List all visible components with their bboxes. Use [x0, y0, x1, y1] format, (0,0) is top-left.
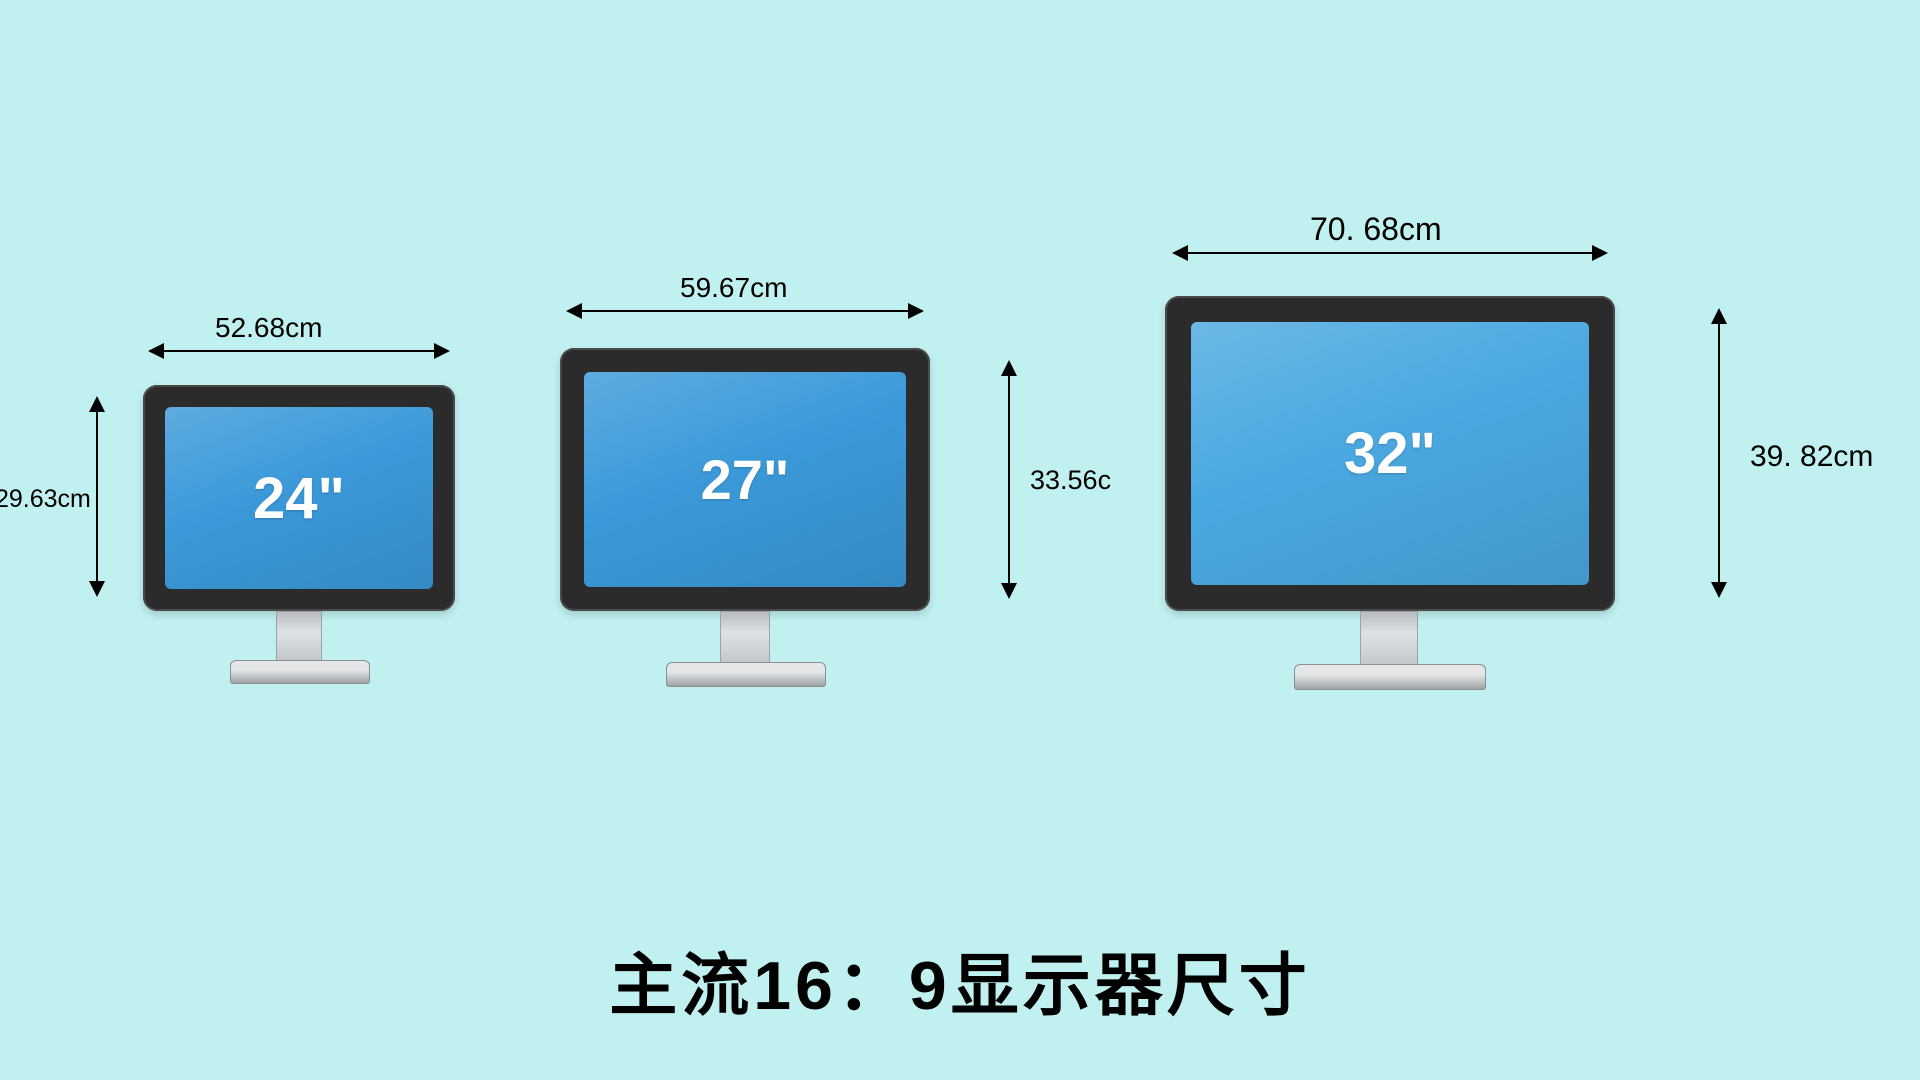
width-arrow-24: [150, 350, 448, 352]
monitor-base-27: [666, 662, 826, 687]
height-arrow-32: [1718, 310, 1720, 596]
width-label-27: 59.67cm: [680, 272, 787, 304]
height-label-24: 29.63cm: [0, 485, 91, 514]
height-label-32: 39. 82cm: [1750, 440, 1873, 474]
screen-size-label-24: 24": [253, 465, 345, 532]
monitor-screen-32: 32": [1191, 322, 1589, 585]
width-label-32: 70. 68cm: [1310, 211, 1442, 248]
caption: 主流16：9显示器尺寸: [0, 930, 1920, 1029]
screen-size-label-32: 32": [1344, 420, 1436, 487]
monitor-neck-24: [276, 611, 322, 663]
width-arrow-32: [1174, 252, 1606, 254]
screen-size-label-27: 27": [701, 447, 790, 512]
height-arrow-27: [1008, 362, 1010, 597]
monitor-base-32: [1294, 664, 1486, 690]
width-arrow-27: [568, 310, 922, 312]
monitor-base-24: [230, 660, 370, 684]
monitor-neck-27: [720, 611, 770, 665]
monitor-screen-24: 24": [165, 407, 433, 589]
monitor-neck-32: [1360, 611, 1418, 667]
height-label-27: 33.56c: [1030, 465, 1111, 496]
width-label-24: 52.68cm: [215, 312, 322, 344]
height-arrow-24: [96, 398, 98, 595]
monitor-screen-27: 27": [584, 372, 906, 587]
